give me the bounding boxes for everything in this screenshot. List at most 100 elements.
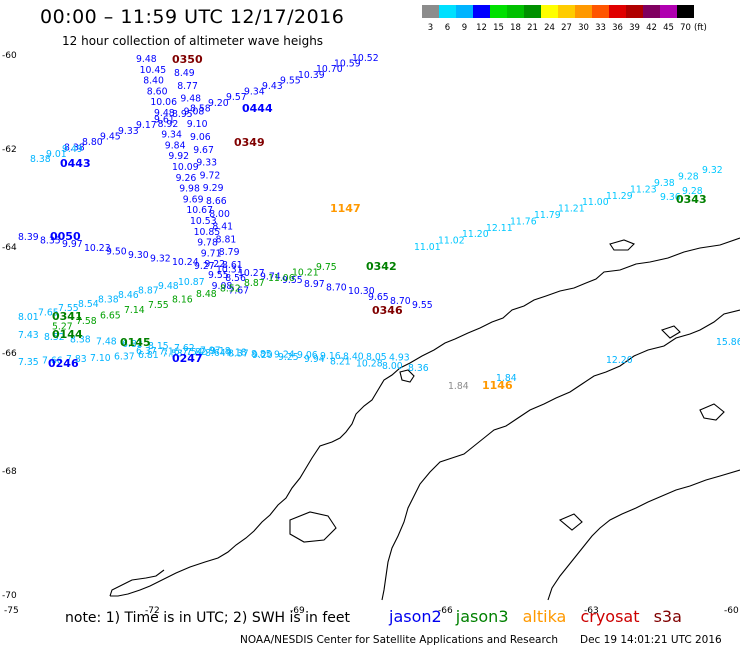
- scale-label: 42: [646, 23, 657, 33]
- wave-height-obs: 6.37: [114, 351, 135, 362]
- lon-tick-label: -75: [4, 606, 19, 616]
- wave-height-obs: 9.24: [274, 350, 295, 361]
- wave-height-obs: 7.10: [90, 353, 111, 364]
- pass-time-label: 0247: [172, 352, 203, 365]
- wave-height-obs: 10.52: [352, 53, 379, 64]
- scale-label: 27: [561, 23, 572, 33]
- wave-height-obs: 8.15: [148, 341, 169, 352]
- wave-height-obs: 9.55: [208, 270, 229, 281]
- note-text: note: 1) Time is in UTC; 2) SWH is in fe…: [65, 610, 351, 626]
- lat-tick-label: -64: [2, 243, 17, 253]
- wave-height-obs: 10.59: [334, 59, 361, 70]
- wave-height-obs: 9.36: [660, 192, 681, 203]
- antarctic-peninsula-coast: [109, 237, 740, 597]
- longitude-axis: -75 -72 -69 -66 -63 -60: [4, 606, 739, 616]
- wave-height-obs: 9.94: [304, 354, 325, 365]
- wave-height-obs: 4.93: [389, 353, 410, 364]
- map-title: 00:00 – 11:59 UTC 12/17/2016: [40, 6, 345, 28]
- scale-swatch: [507, 5, 524, 18]
- wave-height-obs: 9.38: [654, 178, 675, 189]
- pass-time-label: 1147: [330, 202, 361, 215]
- wave-height-obs: 7.16: [159, 347, 180, 358]
- wave-height-obs: 8.80: [82, 137, 103, 148]
- lat-tick-label: -70: [2, 591, 17, 601]
- wave-height-obs: 8.79: [219, 247, 240, 258]
- wave-height-obs: 9.25: [278, 352, 299, 363]
- wave-height-obs: 8.38: [70, 334, 91, 345]
- wave-height-obs: 9.55: [280, 75, 301, 86]
- pass-time-label: 0343: [676, 193, 707, 206]
- wave-height-obs: 9.48: [180, 94, 201, 105]
- track-0349: 8.498.779.489.089.109.069.679.339.729.29…: [174, 68, 265, 297]
- wave-height-obs: 8.46: [118, 290, 139, 301]
- wave-height-obs: 8.70: [326, 282, 347, 293]
- legend-s3a: s3a: [653, 607, 682, 626]
- wave-height-obs: 8.35: [40, 236, 61, 247]
- wave-height-obs: 11.06: [268, 273, 295, 284]
- wave-height-obs: 8.77: [177, 81, 198, 92]
- scale-label: 39: [629, 23, 640, 33]
- wave-height-obs: 8.00: [209, 209, 230, 220]
- wave-height-obs: 10.09: [172, 162, 199, 173]
- scale-swatch: [456, 5, 473, 18]
- wave-height-obs: 9.84: [165, 140, 186, 151]
- wave-height-obs: 8.87: [244, 278, 265, 289]
- wave-height-obs: 9.06: [297, 350, 318, 361]
- lat-tick-label: -60: [2, 51, 17, 61]
- scale-swatch: [677, 5, 694, 18]
- wave-height-obs: 7.54: [182, 347, 203, 358]
- scale-swatch: [422, 5, 439, 18]
- legend-jason3: jason3: [455, 607, 509, 626]
- wave-height-obs: 7.43: [18, 330, 39, 341]
- track-0444: 10.5210.5910.7010.399.559.439.349.579.20…: [64, 53, 379, 154]
- scale-swatch: [524, 5, 541, 18]
- wave-height-obs: 6.81: [138, 350, 159, 361]
- wave-height-obs: 8.95: [172, 109, 193, 120]
- scale-swatch: [609, 5, 626, 18]
- wave-height-obs: 8.52: [44, 332, 65, 343]
- wave-height-obs: 9.10: [187, 119, 208, 130]
- pass-time-label: 0246: [48, 357, 79, 370]
- pass-time-label: 0346: [372, 304, 403, 317]
- wave-height-obs: 9.97: [62, 239, 83, 250]
- wave-height-obs: 9.06: [190, 132, 211, 143]
- track-0346: 9.65 8.70 9.55 0346: [368, 292, 433, 317]
- wave-height-obs: 11.00: [582, 197, 609, 208]
- wave-height-obs: 9.45: [100, 131, 121, 142]
- wave-height-obs: 9.78: [197, 238, 218, 249]
- track-0341: 8.01 7.65 7.55 8.54 8.38 8.46 8.87 9.48 10.87034…: [18, 277, 205, 323]
- wave-height-obs: 9.01: [46, 149, 67, 160]
- wave-height-obs: 9.98: [179, 184, 200, 195]
- wave-height-obs: 8.01: [18, 312, 39, 323]
- pass-time-label: 0145: [120, 336, 151, 349]
- wave-height-obs: 8.54: [78, 299, 99, 310]
- wave-height-obs: 9.48: [158, 281, 179, 292]
- scale-swatch: [541, 5, 558, 18]
- antarctic-peninsula-east-coast: [381, 309, 740, 601]
- wave-height-obs: 10.24: [172, 257, 199, 268]
- wave-height-obs: 7.35: [18, 357, 39, 368]
- satellite-legend: jason2 jason3 altika cryosat s3a: [389, 607, 691, 626]
- wave-height-obs: 9.67: [193, 145, 214, 156]
- wave-height-obs: 10.31: [216, 264, 243, 275]
- legend-cryosat: cryosat: [580, 607, 640, 626]
- pass-time-label: 0342: [366, 260, 397, 273]
- wave-height-obs: 8.00: [382, 361, 403, 372]
- lat-tick-label: -68: [2, 467, 17, 477]
- wave-height-obs: 8.61: [222, 260, 243, 271]
- wave-height-obs: 9.18: [226, 348, 247, 359]
- lat-tick-label: -62: [2, 145, 17, 155]
- island-small-3: [558, 513, 583, 531]
- legend-altika: altika: [522, 607, 567, 626]
- east-peninsula-coast-lower: [547, 469, 740, 601]
- wave-height-obs: 9.61: [154, 115, 175, 126]
- wave-height-obs: 11.21: [558, 204, 585, 215]
- wave-height-obs: 7.62: [174, 343, 195, 354]
- wave-height-obs: 8.21: [330, 356, 351, 367]
- legend-jason2: jason2: [389, 607, 442, 626]
- scale-label: 33: [595, 23, 606, 33]
- wave-height-obs: 10.45: [140, 65, 167, 76]
- wave-height-obs: 9.55: [412, 300, 433, 311]
